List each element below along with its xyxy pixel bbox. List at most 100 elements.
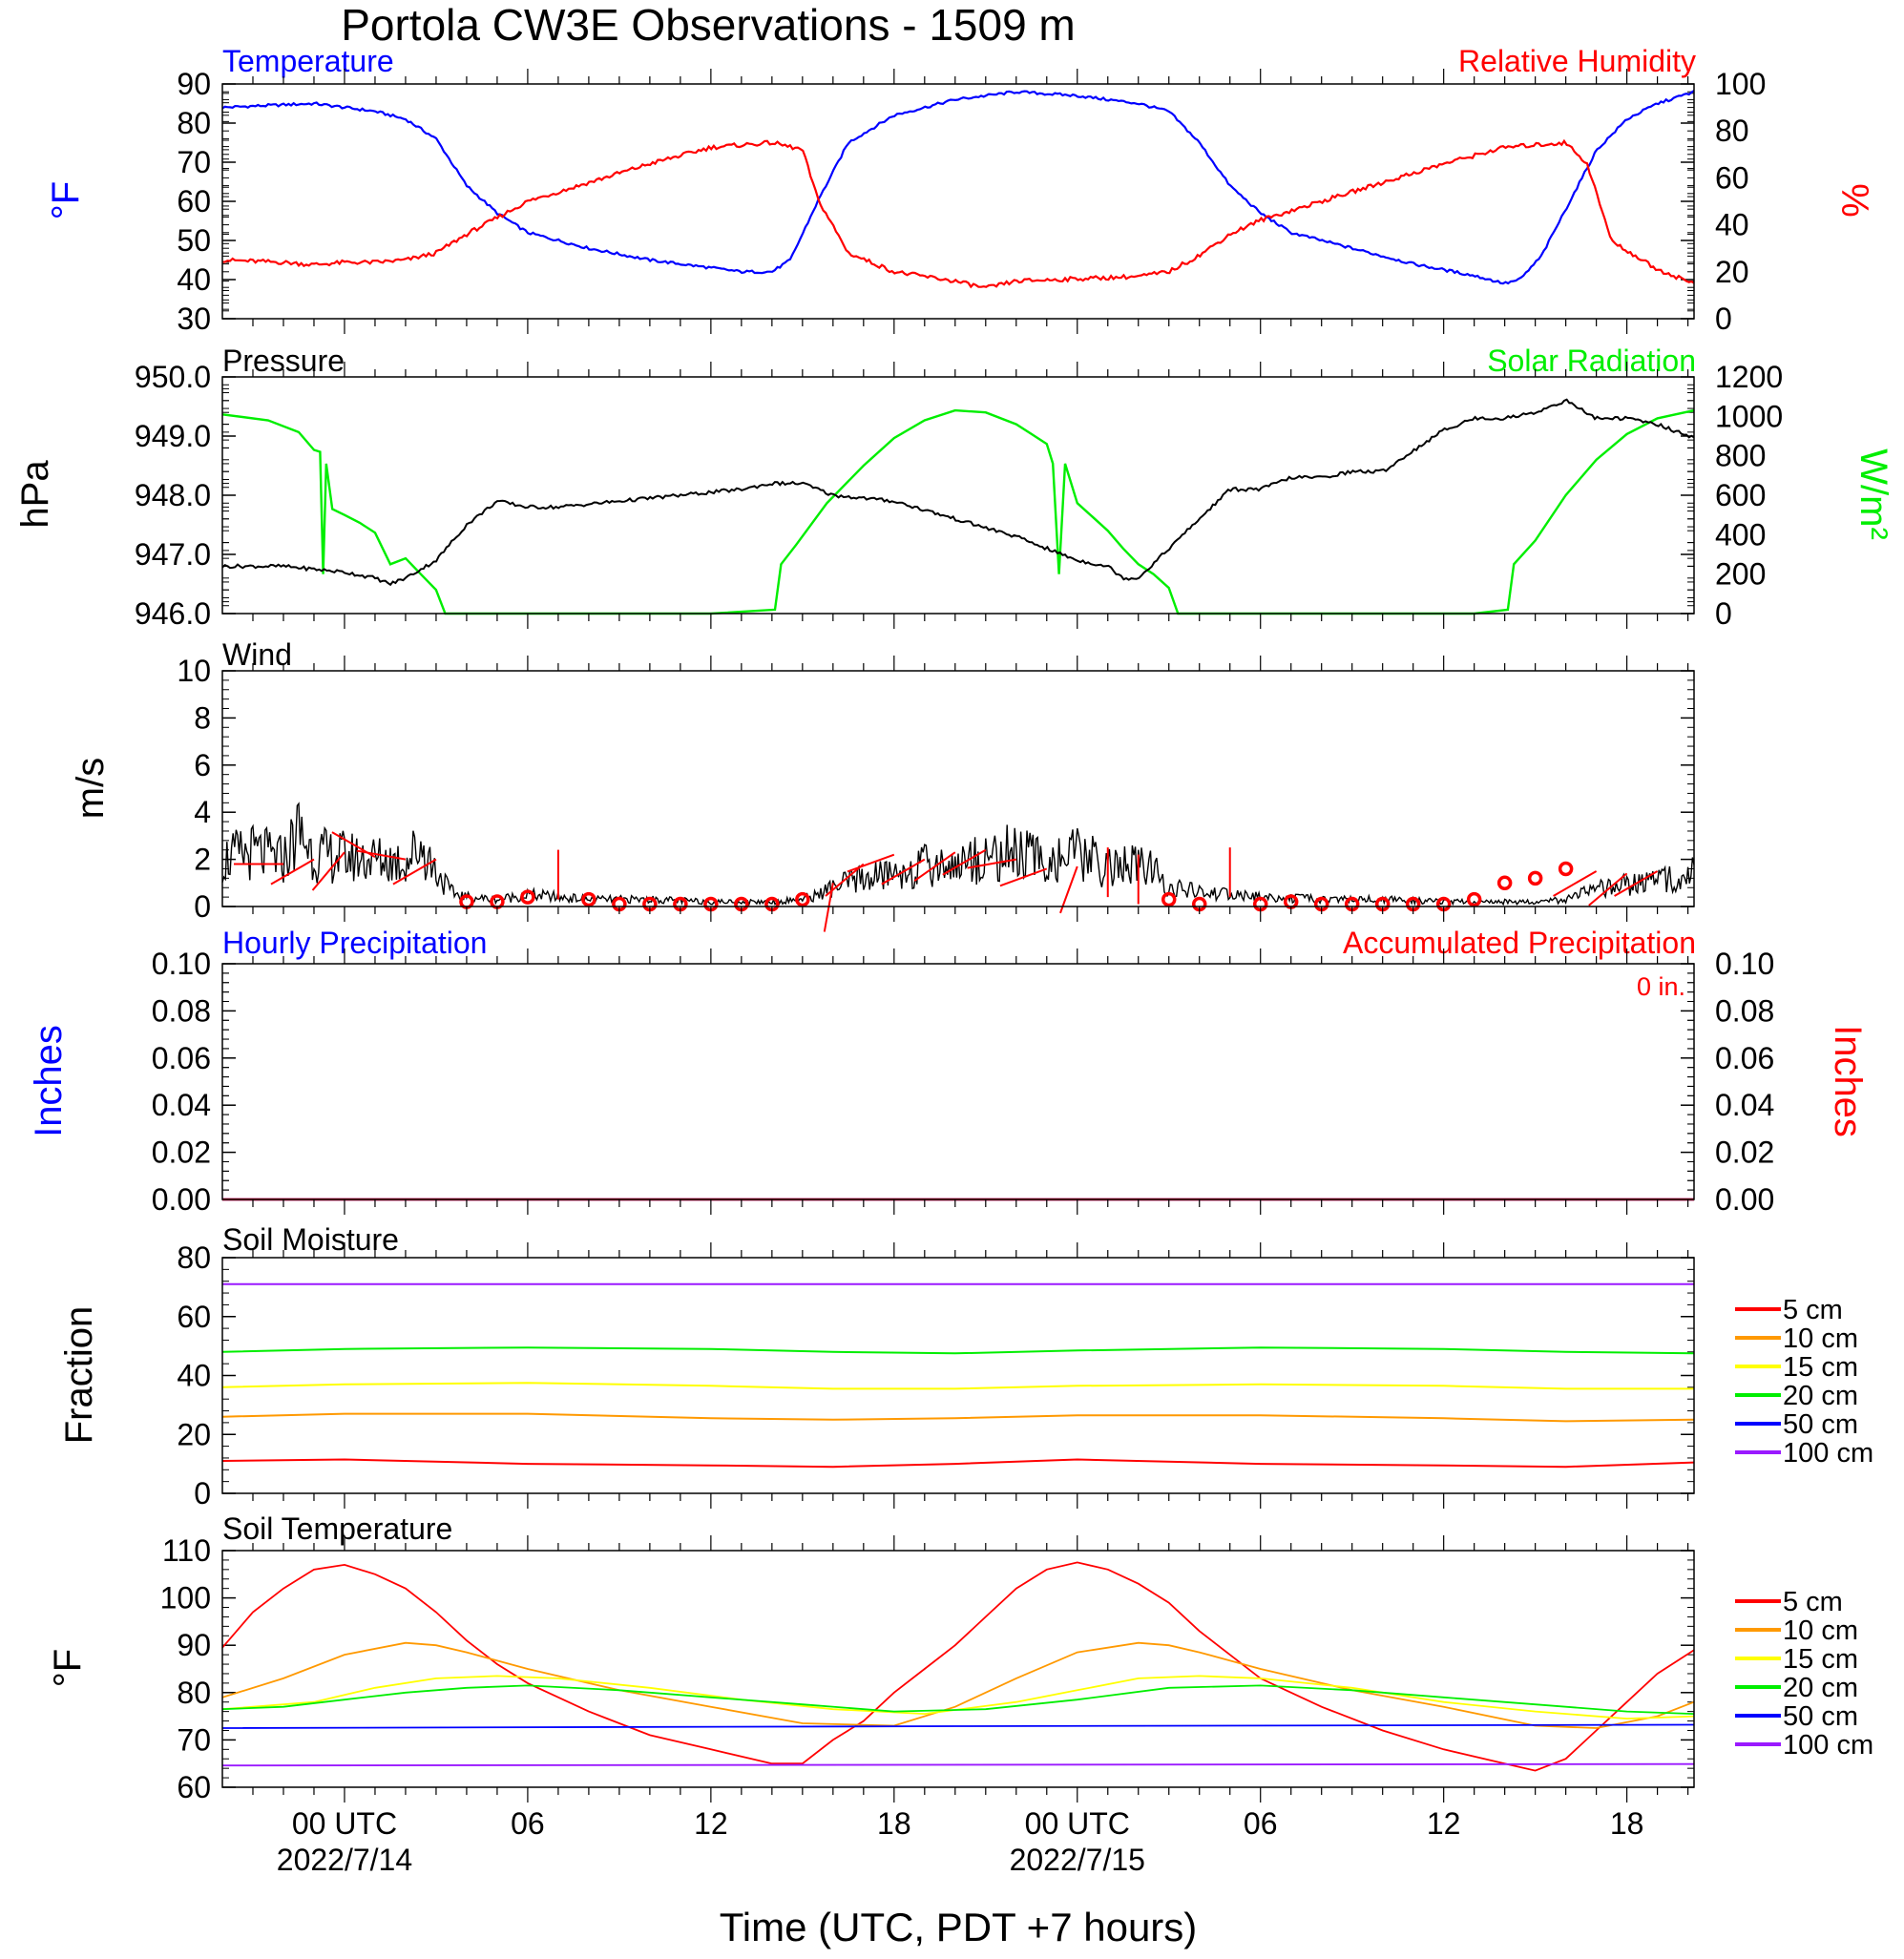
soil-temperature-axis-label: °F (47, 1649, 89, 1687)
y-tick-label: 948.0 (135, 478, 211, 512)
series-line-20-cm (221, 1684, 1695, 1715)
y-tick-label: 80 (177, 1676, 211, 1710)
calm-wind-circle (795, 891, 810, 907)
y-tick-label: 40 (1715, 208, 1749, 242)
calm-wind-circle (1161, 891, 1177, 907)
legend-label: 50 cm (1783, 1701, 1858, 1732)
pressure-y-ticks: 946.0 947.0 948.0 949.0 950.0 (135, 360, 1694, 631)
legend-label: 50 cm (1783, 1409, 1858, 1440)
calm-wind-circle (1496, 875, 1513, 891)
series-line-pressure (221, 398, 1695, 587)
y-tick-label: 0.04 (1715, 1088, 1774, 1122)
y-tick-label: 40 (177, 1359, 211, 1393)
chart-title: Portola CW3E Observations - 1509 m (341, 0, 1076, 50)
accumulated-total-annotation: 0 in. (1637, 972, 1685, 1001)
series-line-100-cm (221, 1762, 1695, 1767)
wind-barb (311, 851, 345, 891)
series-line-relative-humidity (221, 138, 1695, 289)
relative-humidity-label: Relative Humidity (1458, 44, 1696, 78)
wind-barb (1614, 870, 1659, 897)
legend-label: 15 cm (1783, 1352, 1858, 1383)
legend-label: 10 cm (1783, 1323, 1858, 1354)
y-tick-label: 0.10 (1715, 947, 1774, 981)
panel-frame (221, 1550, 1695, 1788)
wind-barb (942, 848, 987, 876)
legend-label: 10 cm (1783, 1615, 1858, 1646)
precip-left-y-ticks: 0.00 0.02 0.04 0.06 0.08 0.10 (152, 947, 1694, 1217)
wind-barb (356, 849, 407, 861)
y-tick-label: 0 (194, 1476, 211, 1511)
soil-moisture-series (221, 1282, 1695, 1469)
x-tick-label: 18 (877, 1806, 911, 1841)
x-tick-label: 00 UTC (292, 1806, 397, 1841)
y-tick-label: 30 (177, 302, 211, 336)
wind-barb (1059, 865, 1078, 914)
y-tick-label: 8 (194, 700, 211, 735)
solar-y-ticks: 0 200 400 600 800 1000 1200 (222, 360, 1783, 631)
x-tick-label: 12 (1427, 1806, 1461, 1841)
y-tick-label: 0.02 (152, 1136, 211, 1170)
legend-label: 100 cm (1783, 1438, 1873, 1469)
precip-right-y-ticks: 0.00 0.02 0.04 0.06 0.08 0.10 (222, 947, 1774, 1217)
y-tick-label: 70 (177, 1722, 211, 1757)
y-tick-label: 946.0 (135, 596, 211, 631)
y-tick-label: 60 (1715, 160, 1749, 195)
solar-radiation-label: Solar Radiation (1487, 344, 1696, 378)
solar-axis-label: W/m² (1852, 448, 1894, 540)
y-tick-label: 90 (177, 67, 211, 101)
y-tick-label: 70 (177, 145, 211, 179)
soil-moisture-label: Soil Moisture (222, 1222, 399, 1257)
y-tick-label: 20 (177, 1417, 211, 1451)
y-tick-label: 947.0 (135, 537, 211, 572)
y-tick-label: 40 (177, 262, 211, 297)
series-line-15-cm (221, 1675, 1695, 1720)
series-line-50-cm (221, 1723, 1695, 1729)
y-tick-label: 110 (162, 1533, 211, 1568)
wind-barb (1553, 870, 1598, 897)
calm-wind-circle (1558, 861, 1574, 877)
calm-wind-circle (581, 891, 596, 907)
y-tick-label: 950.0 (135, 360, 211, 394)
y-tick-label: 50 (177, 223, 211, 258)
calm-wind-circle (1466, 891, 1482, 907)
panel-frame (221, 1257, 1695, 1494)
y-tick-label: 100 (1715, 67, 1766, 101)
time-x-ticks: 00 UTC 06 12 18 00 UTC 06 12 18 2022/7/14 2022/7/… (252, 69, 1689, 1877)
series-line-solar-radiation (221, 408, 1695, 615)
y-tick-label: 2 (194, 843, 211, 877)
y-tick-label: 0 (194, 889, 211, 924)
y-tick-label: 100 (160, 1581, 211, 1615)
temperature-rh-series (221, 90, 1695, 289)
series-line-20-cm (221, 1346, 1695, 1355)
wind-barb (913, 851, 956, 882)
legend-label: 100 cm (1783, 1730, 1873, 1761)
x-axis-label: Time (UTC, PDT +7 hours) (720, 1905, 1198, 1949)
precip-right-axis-label: Inches (1827, 1025, 1869, 1137)
series-line-15-cm (221, 1382, 1694, 1390)
y-tick-label: 80 (177, 1240, 211, 1275)
panel-precipitation: Hourly Precipitation Accumulated Precipi… (28, 926, 1869, 1217)
y-tick-label: 80 (1715, 114, 1749, 148)
x-tick-label: 12 (694, 1806, 728, 1841)
y-tick-label: 60 (177, 1770, 211, 1804)
soil-temperature-y-ticks: 60 70 80 90 100 110 (160, 1533, 1694, 1804)
wind-barb (847, 853, 895, 873)
legend-label: 5 cm (1783, 1587, 1843, 1617)
y-tick-label: 80 (177, 106, 211, 140)
panel-soil-moisture: Soil Moisture Fraction 0 20 40 60 80 5 cm10 … (58, 1222, 1873, 1511)
y-tick-label: 60 (177, 184, 211, 219)
wind-barb (270, 858, 315, 886)
wind-label: Wind (222, 637, 292, 672)
panel-frame (221, 670, 1695, 907)
y-tick-label: 0.08 (1715, 993, 1774, 1028)
legend-label: 5 cm (1783, 1295, 1843, 1325)
humidity-axis-label: % (1833, 183, 1875, 218)
y-tick-label: 0.08 (152, 993, 211, 1028)
wind-series (221, 802, 1695, 907)
pressure-solar-series (221, 398, 1695, 615)
y-tick-label: 0.04 (152, 1088, 211, 1122)
legend-label: 20 cm (1783, 1673, 1858, 1703)
wind-barb (825, 863, 865, 897)
